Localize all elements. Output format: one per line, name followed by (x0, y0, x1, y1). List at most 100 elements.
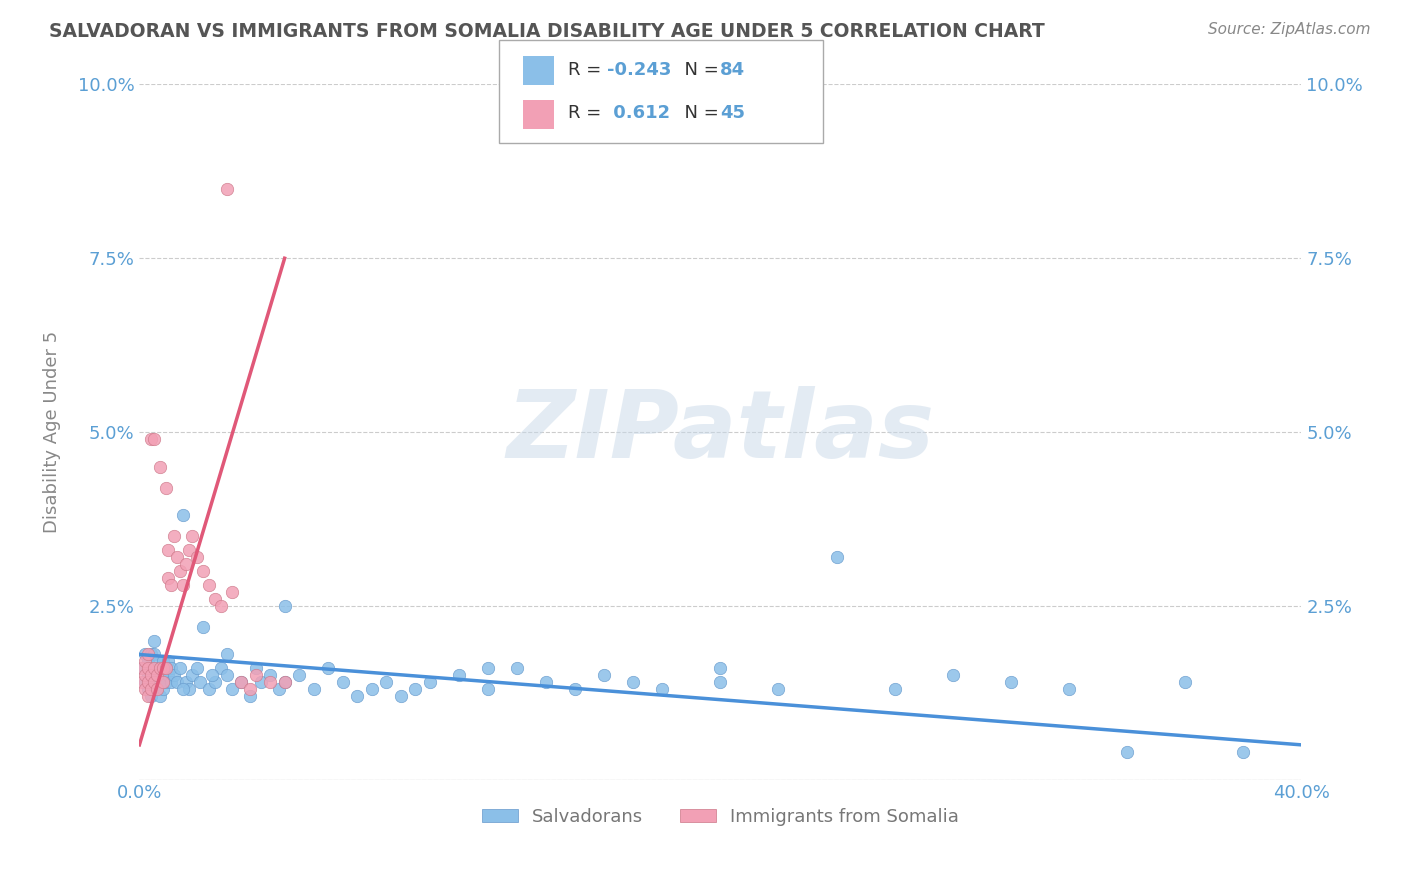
Point (142, 648, 165, 662)
Point (259, 668, 281, 682)
Text: 45: 45 (720, 104, 745, 122)
Point (155, 661, 177, 675)
Point (155, 481, 177, 495)
Point (204, 675, 226, 690)
Text: R =: R = (568, 104, 607, 122)
Point (160, 578, 183, 592)
Point (160, 661, 183, 675)
Point (332, 675, 354, 690)
Point (477, 682, 499, 697)
Point (136, 689, 159, 703)
Point (375, 675, 398, 690)
Point (221, 585, 243, 599)
Text: SALVADORAN VS IMMIGRANTS FROM SOMALIA DISABILITY AGE UNDER 5 CORRELATION CHART: SALVADORAN VS IMMIGRANTS FROM SOMALIA DI… (49, 22, 1045, 41)
Point (131, 661, 153, 675)
Point (152, 675, 174, 690)
Point (215, 182, 238, 196)
Point (273, 599, 295, 613)
Point (136, 682, 159, 697)
Point (250, 675, 273, 690)
Point (139, 432, 162, 446)
Text: Source: ZipAtlas.com: Source: ZipAtlas.com (1208, 22, 1371, 37)
Point (142, 661, 165, 675)
Point (136, 655, 159, 669)
Point (825, 550, 848, 565)
Point (245, 668, 267, 682)
Point (198, 682, 221, 697)
Point (221, 682, 243, 697)
Point (157, 668, 180, 682)
Point (174, 557, 197, 571)
Point (146, 668, 169, 682)
Point (152, 655, 174, 669)
Point (134, 682, 156, 697)
Point (169, 564, 191, 578)
Point (209, 661, 232, 675)
Point (267, 682, 290, 697)
Point (174, 675, 197, 690)
Point (883, 682, 905, 697)
Point (157, 543, 180, 558)
Point (139, 689, 162, 703)
Point (709, 675, 731, 690)
Point (1057, 682, 1080, 697)
Point (136, 668, 159, 682)
Text: R =: R = (568, 61, 607, 78)
Point (215, 668, 238, 682)
Point (152, 682, 174, 697)
Point (245, 661, 267, 675)
Point (190, 675, 212, 690)
Point (316, 661, 339, 675)
Point (259, 675, 281, 690)
Point (198, 578, 221, 592)
Point (142, 661, 165, 675)
Point (346, 689, 368, 703)
Text: ZIPatlas: ZIPatlas (506, 386, 935, 478)
Text: 0.612: 0.612 (607, 104, 671, 122)
Point (273, 675, 295, 690)
Point (229, 675, 252, 690)
Point (768, 682, 790, 697)
Point (506, 661, 529, 675)
Point (177, 543, 200, 558)
Point (131, 661, 153, 675)
Point (139, 668, 162, 682)
Point (209, 599, 232, 613)
Point (139, 682, 162, 697)
Point (134, 648, 156, 662)
Point (149, 675, 172, 690)
Text: -0.243: -0.243 (607, 61, 672, 78)
Point (160, 675, 183, 690)
Legend: Salvadorans, Immigrants from Somalia: Salvadorans, Immigrants from Somalia (474, 801, 966, 833)
Point (186, 550, 208, 565)
Point (1174, 675, 1197, 690)
Point (942, 668, 965, 682)
Point (134, 655, 156, 669)
Point (1116, 745, 1139, 759)
Point (155, 661, 177, 675)
Point (1000, 675, 1022, 690)
Point (593, 668, 616, 682)
Point (152, 668, 174, 682)
Point (389, 689, 412, 703)
Point (302, 682, 325, 697)
Point (149, 661, 172, 675)
Point (134, 668, 156, 682)
Point (419, 675, 441, 690)
Point (288, 668, 311, 682)
Point (180, 529, 202, 543)
Point (193, 564, 215, 578)
Point (139, 648, 162, 662)
Point (136, 661, 159, 675)
Point (146, 668, 169, 682)
Point (149, 689, 172, 703)
Point (239, 689, 262, 703)
Point (193, 620, 215, 634)
Point (169, 661, 191, 675)
Point (201, 668, 224, 682)
Point (172, 578, 194, 592)
Point (651, 682, 673, 697)
Point (534, 675, 557, 690)
Point (142, 633, 165, 648)
Point (149, 661, 172, 675)
